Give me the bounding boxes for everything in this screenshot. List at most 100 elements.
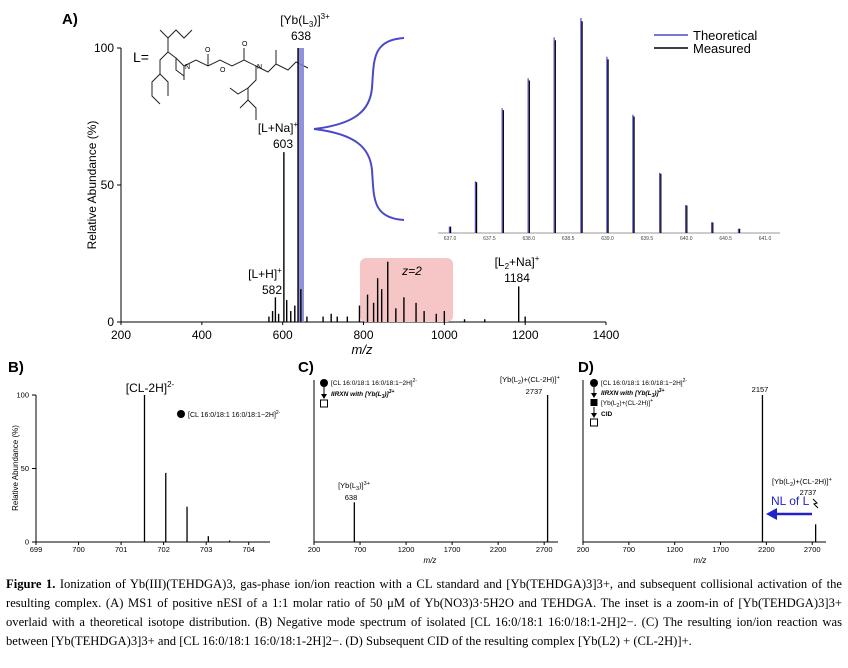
x-tick-label: 600	[273, 328, 293, 342]
panel-b: B) 699 700 701 702 703 704 0 50 100 Relative Abu…	[8, 359, 281, 554]
inset-tick-label: 639.5	[641, 236, 654, 242]
complex-marker-icon	[590, 399, 598, 406]
schema-top-label: [CL 16:0/18:1 16:0/18:1−2H]2-	[601, 378, 687, 387]
x-tick-label: 200	[111, 328, 131, 342]
x-tick-label: 701	[115, 545, 128, 554]
ligand-o-atom: O	[220, 67, 226, 74]
precursor-marker-icon	[590, 379, 598, 387]
arrowhead-icon	[591, 393, 597, 398]
x-tick-label: 2200	[490, 545, 507, 554]
x-tick-label: 1200	[398, 545, 415, 554]
ligand-label: L=	[133, 49, 149, 65]
x-tick-label: 1700	[712, 545, 729, 554]
x-tick-label: 1200	[512, 328, 539, 342]
lightning-icon	[812, 498, 819, 509]
inset-tick-label: 641.0	[759, 236, 772, 242]
x-tick-label: 699	[30, 545, 43, 554]
spectrum-peaks	[143, 395, 231, 542]
arrowhead-icon	[766, 508, 777, 520]
inset-peaks	[448, 18, 741, 233]
x-tick-label: 1400	[593, 328, 620, 342]
precursor-marker-icon	[320, 379, 328, 387]
dimer-mz-label: 1184	[504, 271, 530, 285]
y-axis-label: Relative Abundance (%)	[11, 425, 20, 511]
legend-label: [CL 16:0/18:1 16:0/18:1−2H]2-	[188, 410, 281, 419]
inset-tick-label: 640.5	[719, 236, 732, 242]
legend-measured-label: Measured	[693, 41, 751, 56]
panel-c: C) 200 700 1200 1700 2200 2700 m/z [CL 16:0/1…	[298, 359, 560, 565]
complex-peak-highlight	[298, 48, 304, 322]
ligand-o-atom: O	[242, 41, 248, 48]
axis-ticks: 200 700 1200 1700 2200 2700	[308, 542, 553, 554]
panel-d: D) 200 700 1200 1700 2200 2700 m/z [CL 16:0/1…	[577, 359, 832, 565]
x-tick-label: 1700	[444, 545, 461, 554]
ligand-n-atom: N	[185, 64, 190, 71]
dimer-label: [L2+Na]+	[495, 254, 540, 271]
precursor-marker-icon	[177, 410, 185, 418]
spectrum-peaks	[268, 48, 526, 322]
precursor-mz-label: 2737	[800, 488, 817, 497]
x-tick-label: 2700	[804, 545, 821, 554]
inset-tick-label: 639.0	[601, 236, 614, 242]
inset-tick-label: 637.5	[483, 236, 496, 242]
arrowhead-icon	[321, 394, 327, 399]
panel-b-label: B)	[8, 359, 24, 376]
x-tick-label: 1200	[666, 545, 683, 554]
schema-step-label: IIRXN with [Yb(L3)]3+	[331, 389, 394, 400]
x-tick-label: 700	[72, 545, 85, 554]
na-adduct-label: [L+Na]+	[258, 120, 299, 135]
fragment-marker-icon	[590, 418, 598, 427]
proton-adduct-mz-label: 582	[262, 283, 282, 297]
axis-ticks: 200 700 1200 1700 2200 2700	[577, 542, 821, 554]
complex-mz-label: 638	[345, 493, 358, 502]
caption-lead: Figure 1.	[6, 577, 56, 591]
ligand-n-atom: N	[257, 64, 262, 71]
x-tick-label: 702	[157, 545, 170, 554]
x-tick-label: 703	[200, 545, 213, 554]
y-tick-label: 50	[101, 178, 115, 192]
figure-caption: Figure 1. Ionization of Yb(III)(TEHDGA)3…	[6, 575, 842, 651]
x-tick-label: 700	[623, 545, 636, 554]
spectrum-peaks	[761, 395, 817, 542]
x-tick-label: 200	[577, 545, 590, 554]
precursor-ion-label: [Yb(L2)+(CL-2H)]+	[772, 477, 832, 488]
x-tick-label: 200	[308, 545, 321, 554]
arrowhead-icon	[591, 413, 597, 418]
y-tick-label: 50	[21, 464, 29, 473]
inset-tick-label: 640.0	[680, 236, 693, 242]
na-adduct-mz-label: 603	[273, 137, 293, 151]
complex-ion-label: [Yb(L3)]3+	[338, 481, 370, 492]
inset-chart: 637.0 637.5 638.0 638.5 639.0 639.5 640.0 640.5…	[438, 18, 780, 242]
x-axis-label: m/z	[352, 342, 373, 357]
ligand-structure-icon	[151, 29, 309, 120]
figure-canvas: A) N O O N O L= 200 400 600 800 1000 1200 1400…	[8, 11, 832, 565]
y-tick-label: 0	[107, 315, 114, 329]
product-marker-icon	[320, 399, 328, 408]
x-tick-label: 400	[192, 328, 212, 342]
axis-ticks: 200 400 600 800 1000 1200 1400 0 50 100	[94, 41, 620, 342]
x-axis-label: m/z	[424, 556, 437, 565]
charge-region-highlight	[360, 258, 453, 322]
panel-a: A) N O O N O L= 200 400 600 800 1000 1200 1400…	[62, 11, 780, 357]
ligand-o-atom: O	[205, 47, 211, 54]
inset-ticks: 637.0 637.5 638.0 638.5 639.0 639.5 640.0 640.5…	[444, 236, 772, 242]
legend-theoretical-label: Theoretical	[693, 28, 757, 43]
x-tick-label: 704	[242, 545, 255, 554]
product-mz-label: 2737	[526, 387, 543, 396]
y-tick-label: 100	[16, 391, 29, 400]
schema-mid-label: [Yb(L2)+(CL-2H)]+	[601, 398, 653, 409]
charge-region-label: z=2	[401, 264, 422, 278]
inset-tick-label: 638.0	[522, 236, 535, 242]
y-tick-label: 0	[25, 538, 29, 547]
axis-ticks: 699 700 701 702 703 704 0 50 100	[16, 391, 255, 554]
schema-top-label: [CL 16:0/18:1 16:0/18:1−2H]2-	[331, 378, 417, 387]
x-tick-label: 2200	[758, 545, 775, 554]
neutral-loss-label: NL of L	[771, 494, 810, 508]
x-tick-label: 1000	[431, 328, 458, 342]
complex-ion-label: [Yb(L3)]3+	[280, 12, 330, 29]
spectrum-peaks	[353, 395, 549, 542]
x-tick-label: 700	[354, 545, 367, 554]
product-ion-label: [Yb(L2)+(CL-2H)]+	[500, 375, 560, 386]
x-tick-label: 2700	[536, 545, 553, 554]
x-tick-label: 800	[353, 328, 373, 342]
